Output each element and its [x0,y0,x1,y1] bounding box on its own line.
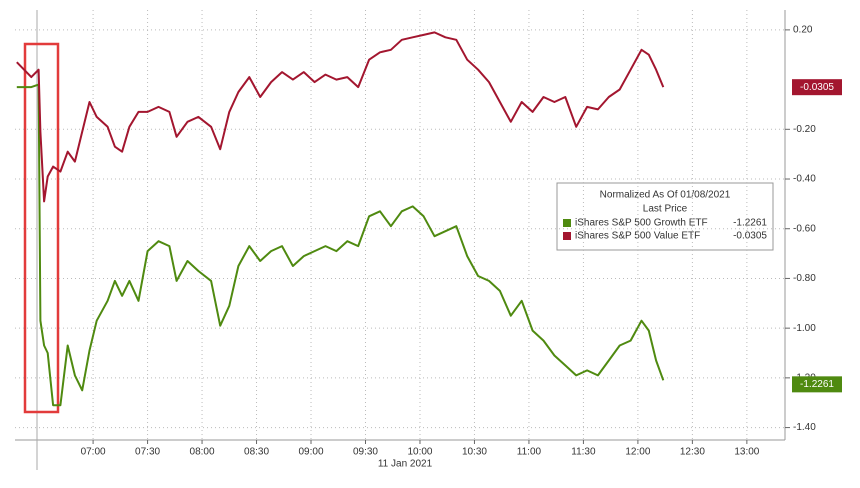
x-tick-label: 08:00 [190,447,215,458]
series-line [16,31,665,203]
legend-swatch [563,232,571,240]
x-tick-label: 13:00 [734,447,759,458]
x-tick-label: 12:30 [680,447,705,458]
highlight-box [23,42,60,414]
x-tick-label: 11:00 [517,447,542,458]
x-tick-label: 10:00 [407,447,432,458]
last-price-tag-box [792,79,842,96]
x-tick-label: 10:30 [462,447,487,458]
y-tick-label: -0.40 [793,174,816,185]
x-tick-label: 08:30 [244,447,269,458]
last-price-tag-box [792,376,842,393]
y-tick-label: -0.60 [793,223,816,234]
legend-label: iShares S&P 500 Growth ETF [575,218,708,229]
legend-swatch [563,219,571,227]
y-tick-label: -1.00 [793,323,816,334]
date-label: 11 Jan 2021 [378,459,433,470]
legend-box [556,182,774,251]
last-price-tag: -1.2261 [800,379,834,390]
legend-value: -1.2261 [733,218,767,229]
x-tick-label: 07:00 [81,447,106,458]
legend: Normalized As Of 01/08/2021 Last Price i… [556,182,774,251]
legend-subtitle: Last Price [643,204,688,215]
legend-value: -0.0305 [733,231,767,242]
last-price-tag: -0.0305 [800,82,834,93]
y-tick-label: -0.80 [793,273,816,284]
series-line [16,83,665,407]
y-tick-label: -1.40 [793,422,816,433]
legend-title: Normalized As Of 01/08/2021 [600,190,731,201]
x-tick-label: 09:00 [298,447,323,458]
y-tick-label: 0.20 [793,25,813,36]
x-tick-label: 12:00 [625,447,650,458]
y-tick-label: -0.20 [793,124,816,135]
legend-label: iShares S&P 500 Value ETF [575,231,700,242]
x-tick-label: 07:30 [135,447,160,458]
x-tick-label: 09:30 [353,447,378,458]
x-tick-label: 11:30 [571,447,596,458]
